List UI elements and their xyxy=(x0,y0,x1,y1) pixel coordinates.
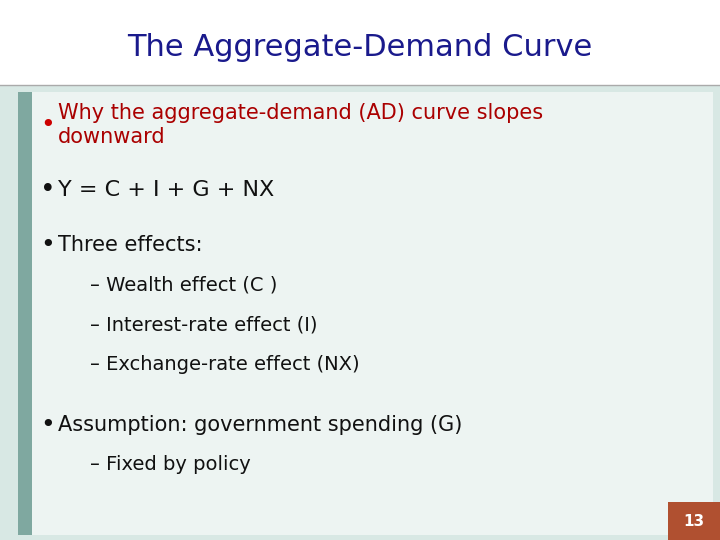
Bar xyxy=(18,92,32,535)
Text: – Interest-rate effect (I): – Interest-rate effect (I) xyxy=(90,315,318,334)
Text: •: • xyxy=(40,177,55,203)
Bar xyxy=(0,0,720,85)
Bar xyxy=(18,92,713,535)
Text: Three effects:: Three effects: xyxy=(58,235,202,255)
Text: 13: 13 xyxy=(683,514,705,529)
Bar xyxy=(668,502,720,540)
Text: Assumption: government spending (G): Assumption: government spending (G) xyxy=(58,415,462,435)
Text: – Exchange-rate effect (NX): – Exchange-rate effect (NX) xyxy=(90,355,359,375)
Text: •: • xyxy=(40,233,55,257)
Bar xyxy=(0,85,720,540)
Text: The Aggregate-Demand Curve: The Aggregate-Demand Curve xyxy=(127,33,593,63)
Text: Y = C + I + G + NX: Y = C + I + G + NX xyxy=(58,180,274,200)
Text: – Fixed by policy: – Fixed by policy xyxy=(90,456,251,475)
Text: – Wealth effect (C ): – Wealth effect (C ) xyxy=(90,275,277,294)
Text: Why the aggregate-demand (AD) curve slopes
downward: Why the aggregate-demand (AD) curve slop… xyxy=(58,103,543,147)
Text: •: • xyxy=(40,113,55,137)
Text: •: • xyxy=(40,413,55,437)
